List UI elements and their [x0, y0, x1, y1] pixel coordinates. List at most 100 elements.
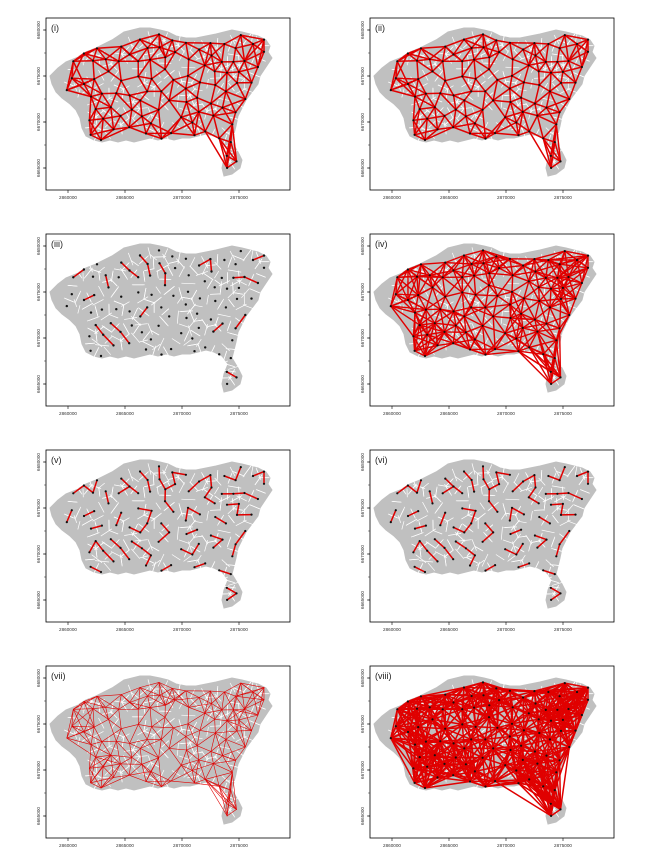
x-tick-label: 2860000	[59, 195, 77, 200]
panel-vii: (vii) 2860000 2865000 2870000 2875000 6680000…	[0, 648, 324, 864]
panel-label: (viii)	[375, 671, 392, 681]
x-tick-label: 2860000	[59, 411, 77, 416]
centroid-points	[389, 249, 590, 385]
y-tick-label: 6665000	[36, 375, 41, 393]
y-tick-label: 6675000	[360, 67, 365, 85]
centroid-points	[389, 33, 590, 169]
panel-plot: (ii) 2860000 2865000 2870000 2875000 6680000 6…	[360, 17, 615, 200]
panel-ii: (ii) 2860000 2865000 2870000 2875000 6680000 6…	[324, 0, 648, 216]
x-tick-label: 2875000	[554, 195, 572, 200]
map-layer	[373, 243, 597, 393]
x-tick-label: 2875000	[230, 627, 248, 632]
y-tick-label: 6670000	[36, 113, 41, 131]
x-tick-label: 2875000	[554, 627, 572, 632]
x-tick-label: 2870000	[497, 411, 515, 416]
centroid-points	[65, 249, 266, 386]
x-tick-label: 2865000	[440, 195, 458, 200]
panel-plot: (i) 2860000 2865000 2870000 2875000 6680000 66…	[36, 17, 291, 200]
panel-iv: (iv) 2860000 2865000 2870000 2875000 6680000 6…	[324, 216, 648, 432]
y-tick-label: 6680000	[36, 453, 41, 471]
panel-viii: (viii) 2860000 2865000 2870000 2875000 668000…	[324, 648, 648, 864]
map-layer	[49, 675, 273, 825]
y-tick-label: 6675000	[36, 499, 41, 517]
panel-plot: (iv) 2860000 2865000 2870000 2875000 6680000 6…	[360, 233, 615, 416]
x-tick-label: 2875000	[554, 843, 572, 848]
y-tick-label: 6675000	[360, 283, 365, 301]
panel-v: (v) 2860000 2865000 2870000 2875000 6680000 66…	[0, 432, 324, 648]
y-tick-label: 6675000	[36, 283, 41, 301]
map-layer	[49, 459, 273, 609]
y-tick-label: 6670000	[360, 329, 365, 347]
panel-plot: (v) 2860000 2865000 2870000 2875000 6680000 66…	[36, 449, 291, 632]
y-tick-label: 6670000	[36, 761, 41, 779]
network-edges	[390, 465, 589, 601]
y-tick-label: 6670000	[36, 545, 41, 563]
x-tick-label: 2860000	[383, 411, 401, 416]
y-tick-label: 6680000	[360, 237, 365, 255]
y-tick-label: 6680000	[36, 21, 41, 39]
centroid-points	[389, 681, 590, 817]
panel-label: (v)	[51, 455, 62, 465]
y-tick-label: 6665000	[36, 159, 41, 177]
network-edges	[390, 33, 589, 169]
y-tick-label: 6665000	[36, 807, 41, 825]
y-tick-label: 6675000	[36, 715, 41, 733]
panel-label: (vii)	[51, 671, 66, 681]
panel-plot: (vii) 2860000 2865000 2870000 2875000 6680000…	[36, 665, 291, 848]
panel-plot: (iii) 2860000 2865000 2870000 2875000 6680000…	[36, 233, 291, 416]
panel-i: (i) 2860000 2865000 2870000 2875000 6680000 66…	[0, 0, 324, 216]
panel-vi: (vi) 2860000 2865000 2870000 2875000 6680000 6…	[324, 432, 648, 648]
y-tick-label: 6675000	[36, 67, 41, 85]
x-tick-label: 2865000	[116, 843, 134, 848]
x-tick-label: 2860000	[59, 627, 77, 632]
x-tick-label: 2870000	[173, 843, 191, 848]
y-tick-label: 6670000	[360, 761, 365, 779]
x-tick-label: 2870000	[497, 627, 515, 632]
map-layer	[49, 27, 273, 177]
panel-plot: (viii) 2860000 2865000 2870000 2875000 668000…	[360, 665, 615, 848]
y-tick-label: 6680000	[360, 669, 365, 687]
x-tick-label: 2870000	[497, 195, 515, 200]
map-layer	[373, 459, 597, 609]
centroid-points	[65, 465, 266, 601]
panel-label: (iv)	[375, 239, 388, 249]
x-tick-label: 2870000	[497, 843, 515, 848]
panel-label: (ii)	[375, 23, 385, 33]
y-tick-label: 6670000	[360, 545, 365, 563]
y-tick-label: 6680000	[36, 237, 41, 255]
x-tick-label: 2875000	[230, 195, 248, 200]
y-tick-label: 6665000	[36, 591, 41, 609]
x-tick-label: 2870000	[173, 195, 191, 200]
panel-iii: (iii) 2860000 2865000 2870000 2875000 6680000…	[0, 216, 324, 432]
network-edges	[390, 249, 589, 385]
y-tick-label: 6670000	[360, 113, 365, 131]
y-tick-label: 6680000	[360, 21, 365, 39]
x-tick-label: 2860000	[59, 843, 77, 848]
x-tick-label: 2875000	[230, 411, 248, 416]
x-tick-label: 2870000	[173, 627, 191, 632]
y-tick-label: 6675000	[360, 499, 365, 517]
network-edges	[66, 682, 265, 817]
y-tick-label: 6675000	[360, 715, 365, 733]
map-layer	[373, 27, 597, 177]
x-tick-label: 2865000	[440, 411, 458, 416]
y-tick-label: 6665000	[360, 159, 365, 177]
x-tick-label: 2860000	[383, 195, 401, 200]
map-layer	[373, 675, 597, 825]
y-tick-label: 6665000	[360, 591, 365, 609]
network-edges	[66, 465, 265, 601]
x-tick-label: 2875000	[230, 843, 248, 848]
y-tick-label: 6665000	[360, 375, 365, 393]
x-tick-label: 2865000	[440, 843, 458, 848]
x-tick-label: 2865000	[440, 627, 458, 632]
panel-label: (vi)	[375, 455, 388, 465]
network-edges	[72, 254, 265, 379]
centroid-points	[389, 465, 590, 601]
panel-plot: (vi) 2860000 2865000 2870000 2875000 6680000 6…	[360, 449, 615, 632]
panel-label: (iii)	[51, 239, 63, 249]
y-tick-label: 6670000	[36, 329, 41, 347]
y-tick-label: 6680000	[360, 453, 365, 471]
x-tick-label: 2860000	[383, 843, 401, 848]
panel-label: (i)	[51, 23, 59, 33]
x-tick-label: 2860000	[383, 627, 401, 632]
